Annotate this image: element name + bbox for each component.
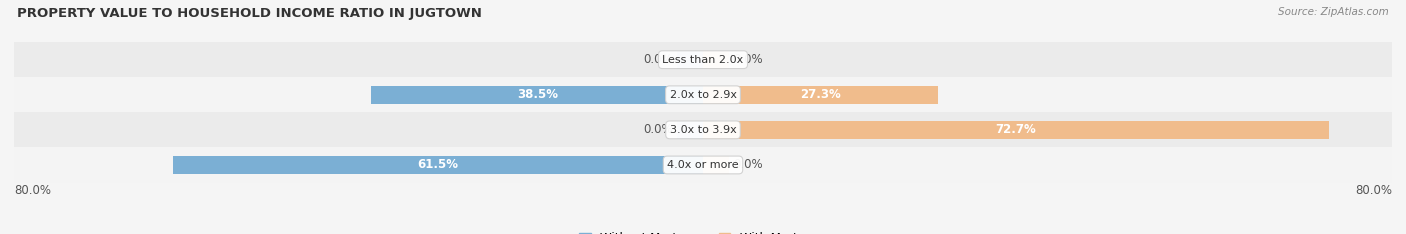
Bar	[14, 77, 1392, 112]
Text: Less than 2.0x: Less than 2.0x	[662, 55, 744, 65]
Text: PROPERTY VALUE TO HOUSEHOLD INCOME RATIO IN JUGTOWN: PROPERTY VALUE TO HOUSEHOLD INCOME RATIO…	[17, 7, 482, 20]
Legend: Without Mortgage, With Mortgage: Without Mortgage, With Mortgage	[574, 227, 832, 234]
Text: Source: ZipAtlas.com: Source: ZipAtlas.com	[1278, 7, 1389, 17]
Bar	[371, 86, 703, 104]
Text: 2.0x to 2.9x: 2.0x to 2.9x	[669, 90, 737, 100]
Bar	[173, 156, 703, 174]
Bar	[703, 51, 728, 69]
Bar	[678, 121, 703, 139]
Text: 80.0%: 80.0%	[1355, 184, 1392, 197]
Text: 0.0%: 0.0%	[643, 53, 673, 66]
Bar	[678, 51, 703, 69]
Text: 38.5%: 38.5%	[517, 88, 558, 101]
Bar	[703, 156, 728, 174]
Text: 61.5%: 61.5%	[418, 158, 458, 172]
Text: 0.0%: 0.0%	[643, 123, 673, 136]
Text: 0.0%: 0.0%	[733, 158, 763, 172]
Bar	[14, 147, 1392, 183]
Bar	[703, 121, 1329, 139]
Bar	[14, 42, 1392, 77]
Text: 80.0%: 80.0%	[14, 184, 51, 197]
Bar	[14, 112, 1392, 147]
Text: 3.0x to 3.9x: 3.0x to 3.9x	[669, 125, 737, 135]
Bar	[703, 86, 938, 104]
Text: 72.7%: 72.7%	[995, 123, 1036, 136]
Text: 0.0%: 0.0%	[733, 53, 763, 66]
Text: 4.0x or more: 4.0x or more	[668, 160, 738, 170]
Text: 27.3%: 27.3%	[800, 88, 841, 101]
